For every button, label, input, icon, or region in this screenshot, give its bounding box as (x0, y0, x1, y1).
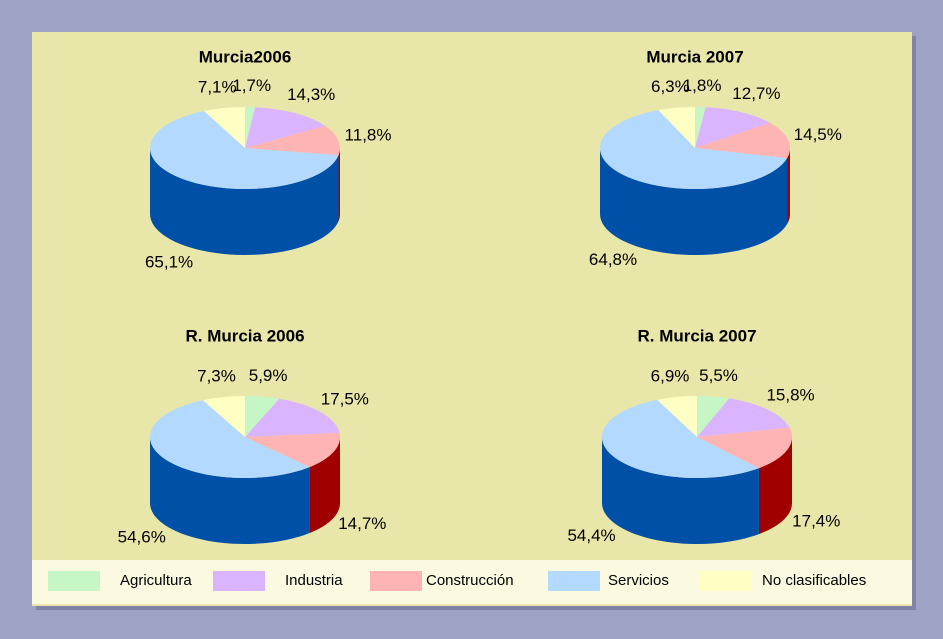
data-label: 7,1% (198, 78, 237, 97)
legend-label: Agricultura (120, 572, 192, 589)
pie-slice (245, 398, 340, 437)
pie-side (309, 437, 340, 534)
chart-title: Murcia2006 (199, 47, 292, 66)
legend-swatch (548, 571, 600, 591)
data-label: 65,1% (145, 252, 193, 271)
data-label: 14,3% (287, 85, 335, 104)
pie-side (602, 437, 759, 544)
data-label: 54,6% (118, 527, 166, 546)
pie-slice (601, 399, 759, 479)
data-label: 11,8% (345, 126, 392, 145)
data-label: 1,7% (232, 76, 271, 95)
data-label: 6,9% (651, 366, 690, 385)
legend-swatch (370, 571, 422, 591)
legend-box (32, 560, 912, 604)
pie-slice (658, 107, 695, 148)
legend-swatch (48, 571, 100, 591)
pie-slice (697, 427, 792, 469)
chart-title: Murcia 2007 (646, 47, 743, 66)
data-label: 6,3% (651, 77, 690, 96)
legend-swatch (700, 571, 752, 591)
pie-slice (697, 395, 730, 437)
legend-swatch (213, 571, 265, 591)
data-label: 14,5% (794, 125, 842, 144)
legend-label: Construcción (426, 572, 514, 589)
data-label: 64,8% (589, 250, 637, 269)
pie-side (787, 148, 790, 225)
legend-label: Servicios (608, 572, 669, 589)
pie-slice (245, 396, 280, 437)
data-label: 1,8% (683, 76, 722, 95)
pie-side (150, 437, 310, 544)
chart-title: R. Murcia 2006 (185, 326, 304, 345)
pie-slice (202, 396, 245, 437)
pie-slice (149, 400, 310, 478)
pie-side (758, 437, 792, 535)
pie-side (150, 148, 339, 255)
pie-slice (245, 432, 340, 468)
pie-slice (600, 110, 788, 190)
pie-slice (697, 398, 790, 437)
pie-side (600, 148, 788, 255)
pie-slice (245, 107, 256, 148)
pie-slice (204, 107, 245, 148)
pie-slice (245, 126, 340, 156)
pie-slice (150, 111, 339, 189)
data-label: 14,7% (338, 514, 386, 533)
pie-slice (695, 107, 771, 148)
data-label: 17,4% (792, 511, 840, 530)
pie-side (338, 148, 340, 222)
data-label: 15,8% (766, 386, 814, 405)
pie-slice (657, 396, 697, 437)
pie-slice (245, 107, 326, 148)
chart-title: R. Murcia 2007 (637, 326, 756, 345)
data-label: 54,4% (567, 526, 615, 545)
data-label: 12,7% (732, 84, 780, 103)
data-label: 5,9% (249, 366, 288, 385)
data-label: 5,5% (699, 366, 738, 385)
legend-label: Industria (285, 572, 343, 589)
legend-label: No clasificables (762, 572, 866, 589)
data-label: 17,5% (321, 389, 369, 408)
data-label: 7,3% (197, 367, 236, 386)
pie-slice (695, 107, 706, 148)
pie-slice (695, 122, 790, 159)
